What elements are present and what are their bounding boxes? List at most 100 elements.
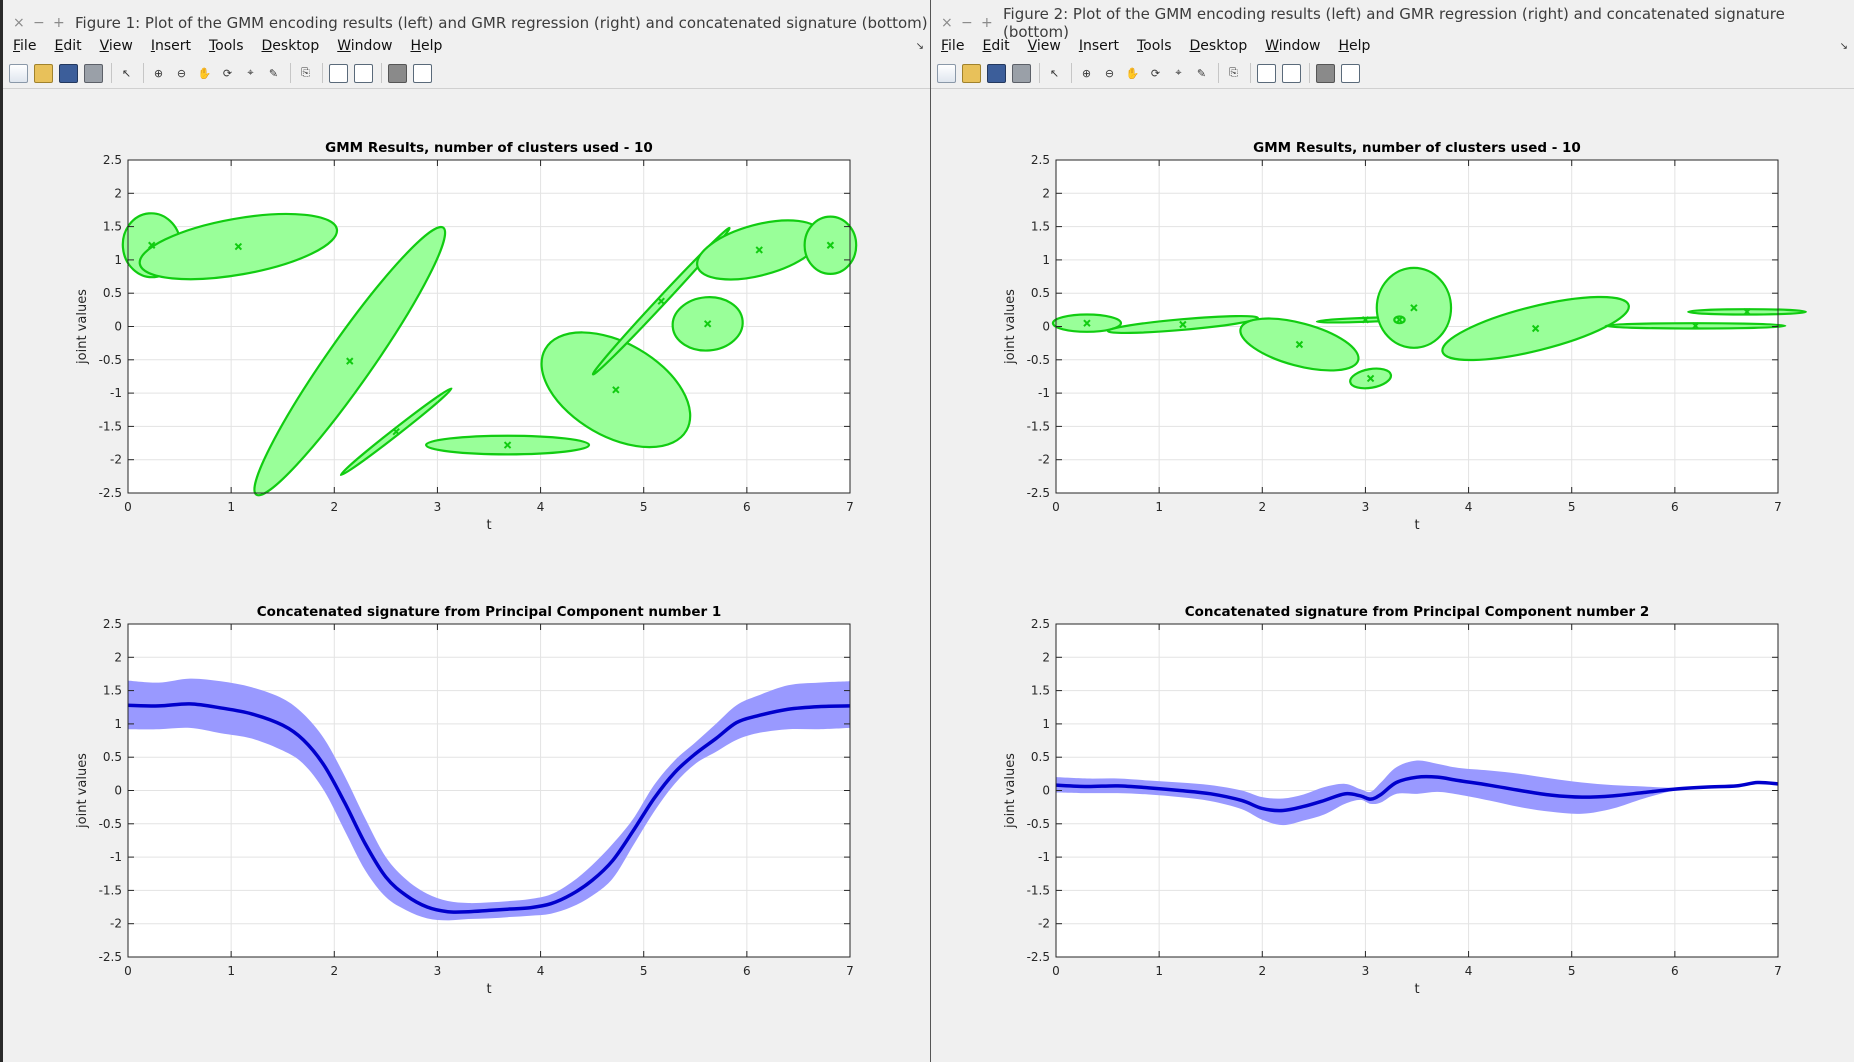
plot-title: GMM Results, number of clusters used - 1…	[1253, 140, 1581, 156]
y-tick-label: -1.5	[1027, 883, 1050, 897]
y-tick-label: -1.5	[99, 419, 122, 433]
title-bar[interactable]: × − + Figure 1: Plot of the GMM encoding…	[3, 8, 930, 38]
y-tick-label: 0	[114, 784, 122, 798]
toolbar-separator	[1309, 63, 1310, 83]
minimize-icon[interactable]: −	[33, 15, 45, 31]
menu-label-rest: ile	[20, 38, 37, 54]
open-folder-icon[interactable]	[34, 63, 53, 83]
menu-mnemonic: E	[54, 38, 64, 54]
x-tick-label: 7	[1774, 964, 1782, 978]
legend-icon[interactable]	[1282, 63, 1301, 83]
y-tick-label: -2.5	[1027, 950, 1050, 964]
select-arrow-icon[interactable]: ↖	[121, 66, 132, 80]
menu-bar: File Edit View Insert Tools Desktop Window Help…	[3, 35, 930, 57]
title-bar[interactable]: × − + Figure 2: Plot of the GMM encoding…	[931, 5, 1854, 41]
gaussian-center-marker	[1395, 316, 1404, 324]
save-icon[interactable]	[987, 63, 1006, 83]
y-tick-label: 2.5	[103, 617, 122, 631]
toolbar-separator	[1218, 63, 1219, 83]
x-tick-label: 4	[537, 964, 545, 978]
colorbar-icon[interactable]	[329, 63, 348, 83]
close-icon[interactable]: ×	[13, 15, 25, 31]
x-tick-label: 7	[846, 500, 854, 514]
save-icon[interactable]	[59, 63, 78, 83]
open-folder-icon[interactable]	[962, 63, 981, 83]
menu-window[interactable]: Window	[337, 38, 392, 54]
x-tick-label: 2	[1258, 500, 1266, 514]
menu-window[interactable]: Window	[1265, 38, 1320, 54]
menu-file[interactable]: File	[941, 38, 964, 54]
y-tick-label: -1	[1038, 386, 1050, 400]
show-tools-icon[interactable]	[413, 63, 432, 83]
dock-arrow-icon[interactable]: ↘	[915, 40, 924, 52]
print-icon[interactable]	[1012, 63, 1031, 83]
rotate-3d-icon[interactable]: ⟳	[222, 66, 233, 80]
minimize-icon[interactable]: −	[961, 15, 973, 31]
close-icon[interactable]: ×	[941, 15, 953, 31]
zoom-out-icon[interactable]: ⊖	[1104, 66, 1115, 80]
y-tick-label: 0.5	[1031, 750, 1050, 764]
menu-mnemonic: V	[99, 38, 109, 54]
menu-mnemonic: D	[261, 38, 273, 54]
zoom-in-icon[interactable]: ⊕	[153, 66, 164, 80]
menu-insert[interactable]: Insert	[151, 38, 191, 54]
menu-view[interactable]: View	[1028, 38, 1061, 54]
show-tools-icon[interactable]	[1341, 63, 1360, 83]
y-tick-label: 0	[1042, 320, 1050, 334]
menu-label-rest: nsert	[1082, 38, 1119, 54]
x-tick-label: 0	[124, 964, 132, 978]
new-file-icon[interactable]	[937, 63, 956, 83]
gaussian-center-marker	[148, 241, 156, 249]
menu-edit[interactable]: Edit	[54, 38, 81, 54]
menu-label-rest: iew	[1036, 38, 1061, 54]
new-file-icon[interactable]	[9, 63, 28, 83]
pan-hand-icon[interactable]: ✋	[197, 66, 212, 80]
y-tick-label: -1.5	[99, 883, 122, 897]
menu-tools[interactable]: Tools	[209, 38, 244, 54]
gaussian-center-marker	[392, 428, 400, 436]
select-arrow-icon[interactable]: ↖	[1049, 66, 1060, 80]
y-tick-label: -2.5	[1027, 486, 1050, 500]
menu-view[interactable]: View	[100, 38, 133, 54]
zoom-in-icon[interactable]: ⊕	[1081, 66, 1092, 80]
maximize-icon[interactable]: +	[981, 15, 993, 31]
print-icon[interactable]	[84, 63, 103, 83]
window-title: Figure 2: Plot of the GMM encoding resul…	[1003, 5, 1785, 41]
menu-help[interactable]: Help	[410, 38, 442, 54]
figure-canvas: 0 1 2 3 4 5 6 7 2.5 2 1.5 1 0.5 0 -0.5 -1 -1.5 -2 -2.5 GMM …	[1003, 140, 1807, 997]
link-plot-icon[interactable]: ⎘	[1229, 66, 1238, 79]
x-tick-label: 3	[434, 964, 442, 978]
menu-label-rest: ools	[1143, 38, 1172, 54]
zoom-out-icon[interactable]: ⊖	[176, 66, 187, 80]
menu-file[interactable]: File	[13, 38, 36, 54]
hide-tools-icon[interactable]	[388, 63, 407, 83]
rotate-3d-icon[interactable]: ⟳	[1150, 66, 1161, 80]
menu-help[interactable]: Help	[1338, 38, 1370, 54]
maximize-icon[interactable]: +	[53, 15, 65, 31]
y-tick-label: 2	[114, 186, 122, 200]
y-tick-label: 0.5	[1031, 286, 1050, 300]
pan-hand-icon[interactable]: ✋	[1125, 66, 1140, 80]
menu-desktop[interactable]: Desktop	[262, 38, 320, 54]
brush-icon[interactable]: ✎	[268, 66, 279, 80]
link-plot-icon[interactable]: ⎘	[301, 66, 310, 79]
legend-icon[interactable]	[354, 63, 373, 83]
menu-insert[interactable]: Insert	[1079, 38, 1119, 54]
brush-icon[interactable]: ✎	[1196, 66, 1207, 80]
toolbar-separator	[322, 63, 323, 83]
y-tick-label: -2	[1038, 453, 1050, 467]
gmm-plot: 0 1 2 3 4 5 6 7 2.5 2 1.5 1 0.5 0 -0.5 -1 -1.5 -2 -2.5 GMM …	[75, 140, 858, 533]
menu-tools[interactable]: Tools	[1137, 38, 1172, 54]
data-cursor-icon[interactable]: ⌖	[1175, 66, 1182, 79]
data-cursor-icon[interactable]: ⌖	[247, 66, 254, 79]
gaussian-center-marker	[1179, 320, 1187, 329]
window-gap	[930, 0, 931, 1062]
y-tick-label: 1.5	[103, 684, 122, 698]
gaussian-center-marker	[657, 297, 665, 305]
hide-tools-icon[interactable]	[1316, 63, 1335, 83]
menu-edit[interactable]: Edit	[982, 38, 1009, 54]
y-tick-label: 0.5	[103, 286, 122, 300]
colorbar-icon[interactable]	[1257, 63, 1276, 83]
dock-arrow-icon[interactable]: ↘	[1839, 40, 1848, 52]
menu-desktop[interactable]: Desktop	[1190, 38, 1248, 54]
